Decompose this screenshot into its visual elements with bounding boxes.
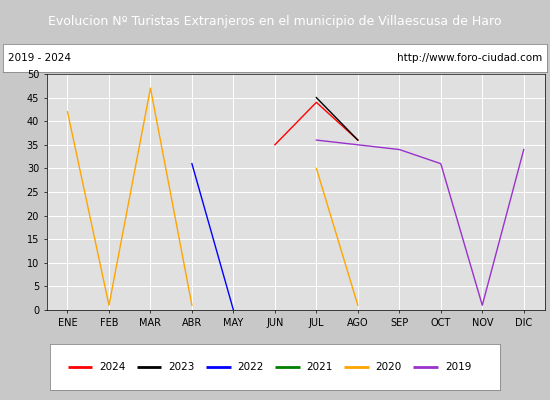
Text: 2023: 2023 [168,362,195,372]
Text: http://www.foro-ciudad.com: http://www.foro-ciudad.com [397,53,542,63]
Text: 2019 - 2024: 2019 - 2024 [8,53,71,63]
Text: 2022: 2022 [238,362,264,372]
Text: 2021: 2021 [306,362,333,372]
Text: 2024: 2024 [99,362,125,372]
Text: Evolucion Nº Turistas Extranjeros en el municipio de Villaescusa de Haro: Evolucion Nº Turistas Extranjeros en el … [48,14,502,28]
Text: 2020: 2020 [376,362,402,372]
Text: 2019: 2019 [445,362,471,372]
